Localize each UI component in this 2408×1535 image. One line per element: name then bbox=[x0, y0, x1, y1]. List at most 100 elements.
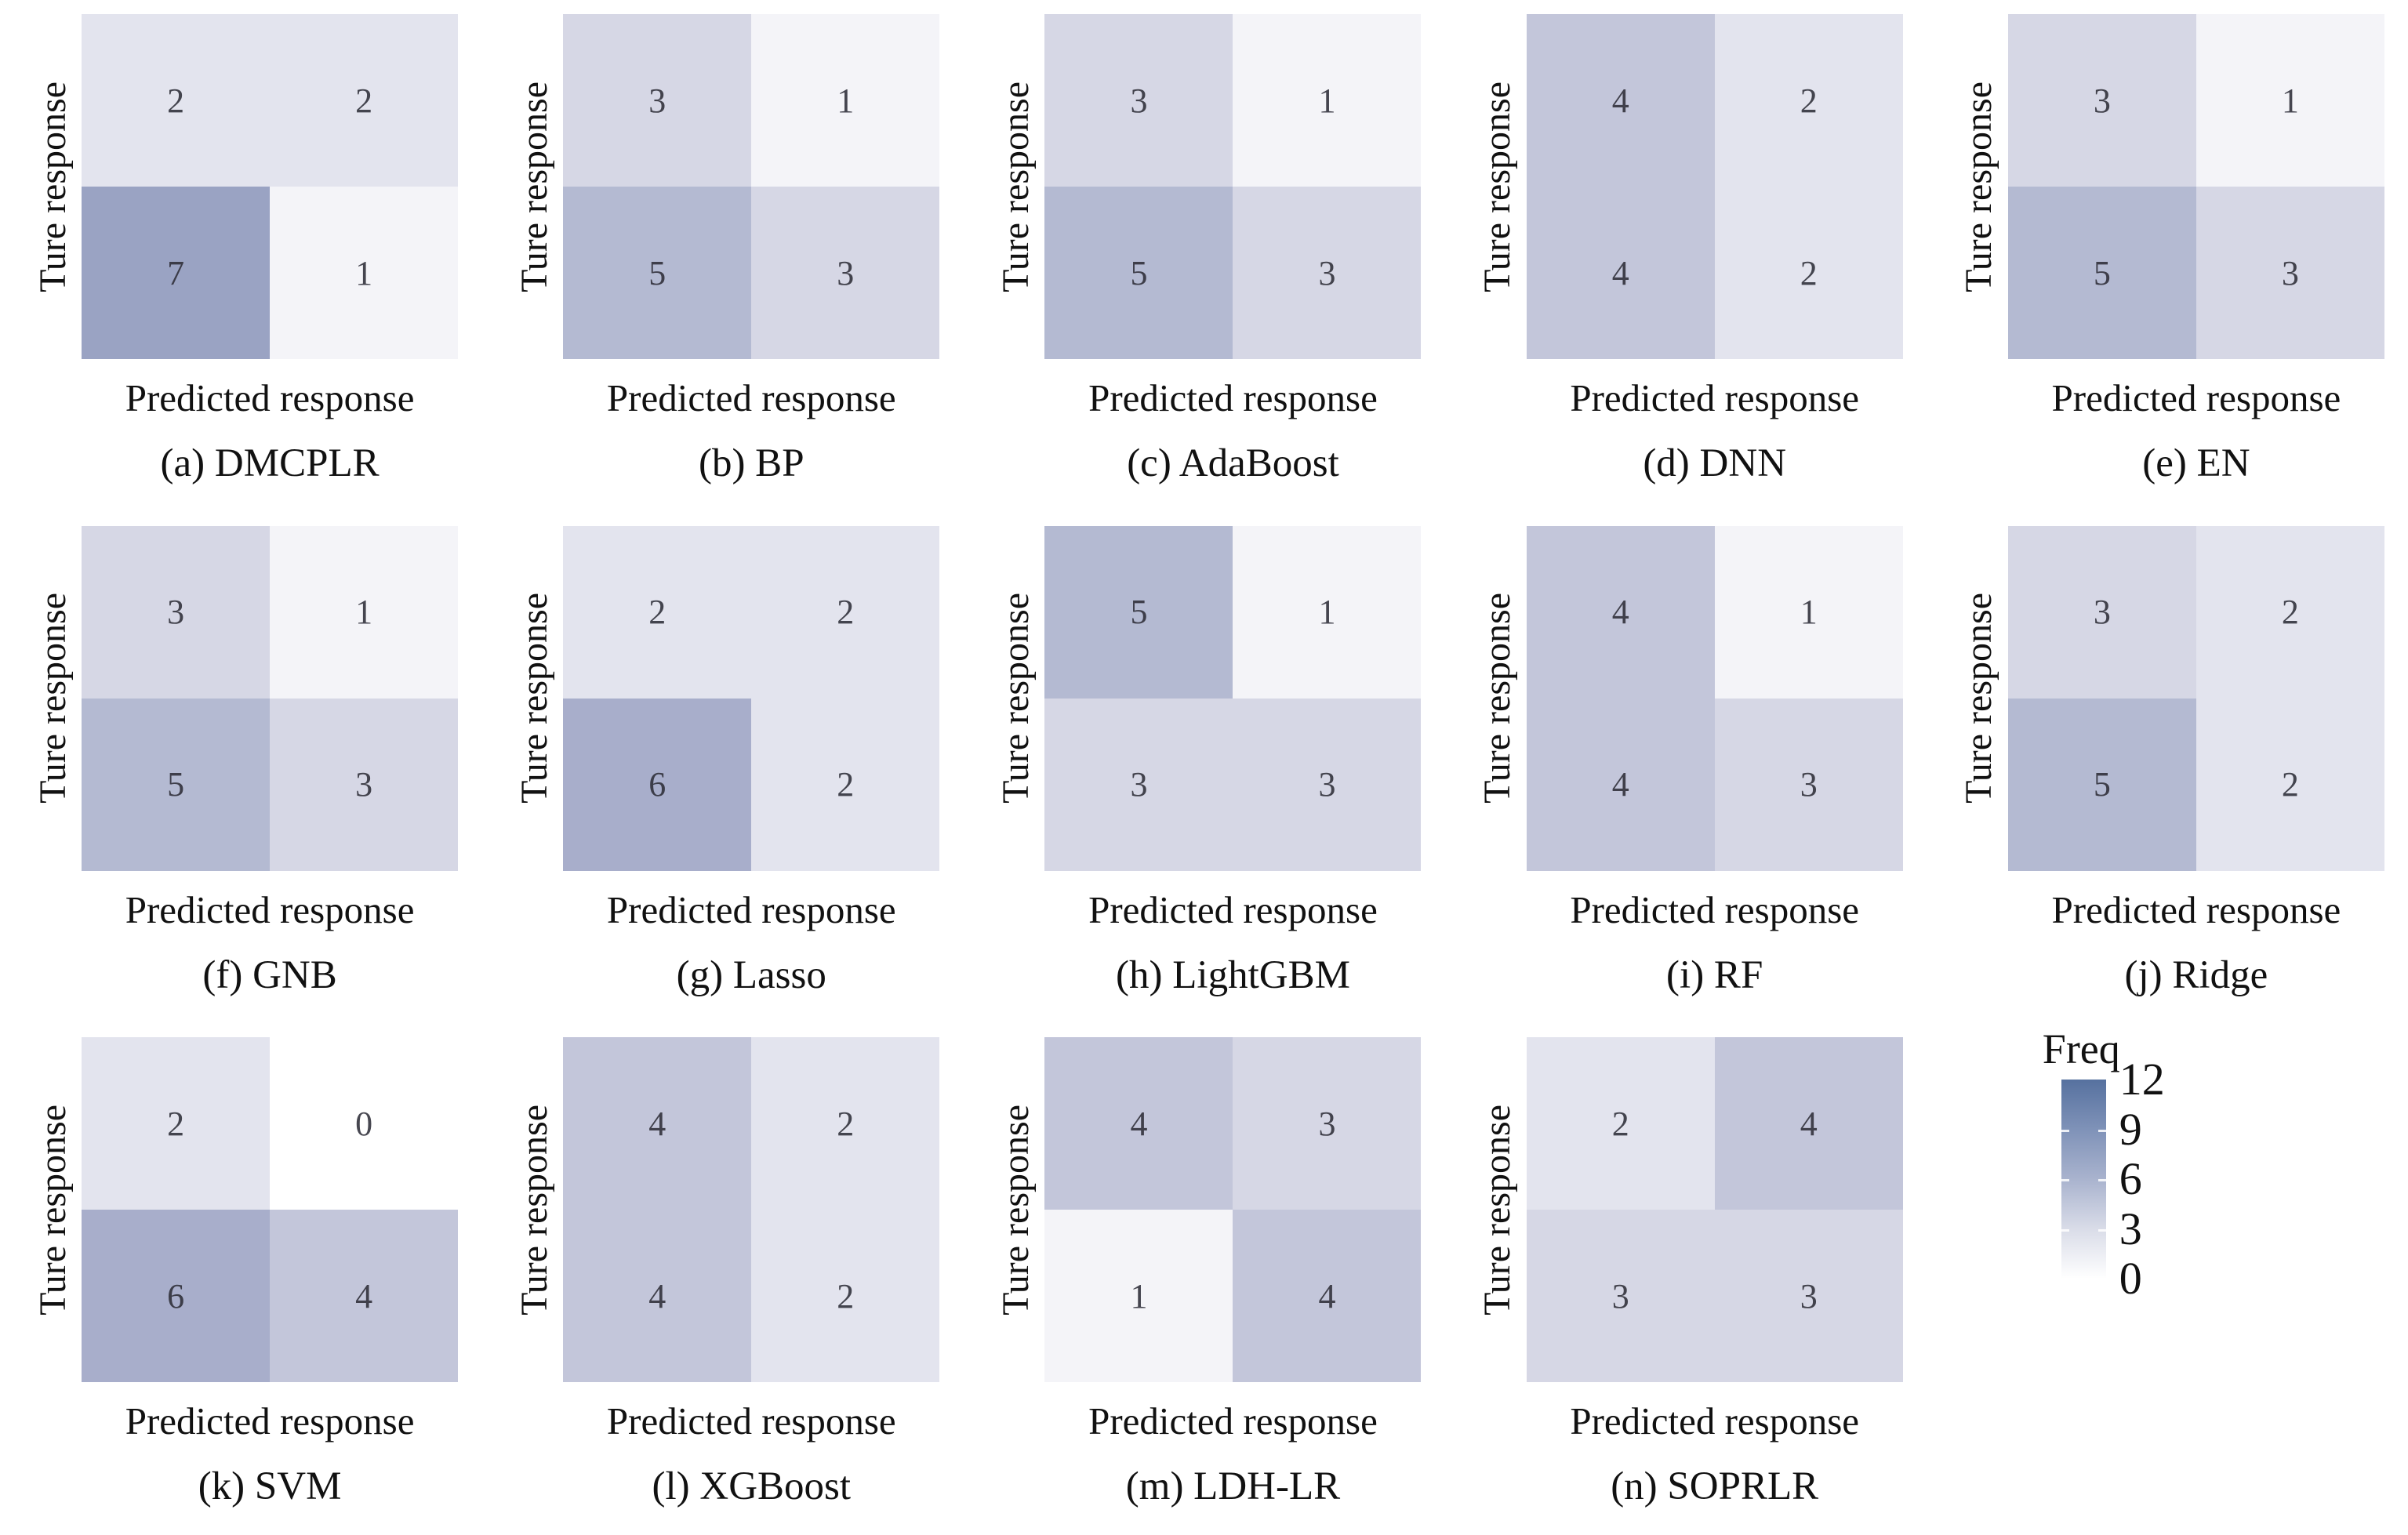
matrix-cell-value: 3 bbox=[1611, 1276, 1629, 1315]
y-axis-label-wrap: Ture response bbox=[24, 14, 82, 359]
matrix-cell-r1c0: 3 bbox=[1044, 698, 1233, 871]
matrix-cell-value: 4 bbox=[648, 1276, 666, 1315]
x-axis-label: Predicted response bbox=[125, 376, 415, 419]
matrix-cell-r1c0: 6 bbox=[563, 698, 752, 871]
matrix-cell-value: 3 bbox=[167, 593, 185, 632]
matrix-cell-value: 3 bbox=[1318, 253, 1336, 292]
matrix-cell-value: 4 bbox=[355, 1276, 373, 1315]
matrix-cell-r1c1: 2 bbox=[2196, 698, 2384, 871]
matrix-cell-value: 5 bbox=[167, 765, 185, 804]
y-axis-label: Ture response bbox=[1958, 81, 2000, 292]
panel-e: Ture response 3 1 5 3 Predicted response (e… bbox=[1927, 0, 2408, 512]
matrix-cell-value: 3 bbox=[2093, 593, 2111, 632]
y-axis-label: Ture response bbox=[994, 81, 1037, 292]
confusion-matrix: 3 2 5 2 bbox=[2007, 525, 2384, 871]
matrix-cell-r1c0: 6 bbox=[82, 1210, 271, 1383]
matrix-cell-value: 4 bbox=[1800, 1104, 1818, 1143]
panel-c: Ture response 3 1 5 3 Predicted response (c… bbox=[963, 0, 1444, 512]
panel-caption: (b) BP bbox=[698, 441, 804, 485]
colorbar-tick-mark bbox=[2061, 1129, 2069, 1132]
matrix-cell-r0c1: 1 bbox=[2196, 14, 2384, 187]
matrix-cell-value: 3 bbox=[1130, 81, 1148, 120]
matrix-cell-r0c0: 2 bbox=[82, 1037, 271, 1210]
matrix-cell-value: 2 bbox=[837, 1276, 855, 1315]
y-axis-label-wrap: Ture response bbox=[24, 526, 82, 871]
matrix-cell-r1c1: 1 bbox=[270, 187, 459, 359]
matrix-cell-value: 4 bbox=[1611, 593, 1629, 632]
matrix-cell-value: 4 bbox=[1318, 1276, 1336, 1315]
matrix-cell-r0c1: 0 bbox=[270, 1037, 459, 1210]
matrix-cell-r0c0: 3 bbox=[1044, 14, 1233, 187]
panel-caption: (l) XGBoost bbox=[652, 1464, 852, 1509]
panel-caption: (j) Ridge bbox=[2124, 953, 2268, 997]
matrix-cell-r1c0: 4 bbox=[563, 1210, 752, 1383]
matrix-cell-r1c1: 2 bbox=[1714, 187, 1903, 359]
y-axis-label-wrap: Ture response bbox=[1469, 14, 1527, 359]
confusion-matrix: 3 1 5 3 bbox=[82, 525, 459, 871]
matrix-cell-r0c1: 1 bbox=[1233, 525, 1422, 699]
confusion-matrix: 4 3 1 4 bbox=[1044, 1037, 1422, 1383]
matrix-cell-value: 3 bbox=[1800, 765, 1818, 804]
matrix-cell-value: 4 bbox=[648, 1104, 666, 1143]
matrix-cell-r0c0: 4 bbox=[1526, 14, 1715, 187]
y-axis-label: Ture response bbox=[513, 1104, 555, 1315]
panel-l: Ture response 4 2 4 2 Predicted response (l… bbox=[481, 1023, 963, 1535]
y-axis-label-wrap: Ture response bbox=[986, 526, 1044, 871]
y-axis-label-wrap: Ture response bbox=[986, 14, 1044, 359]
matrix-cell-value: 0 bbox=[355, 1104, 373, 1143]
matrix-cell-value: 7 bbox=[167, 253, 185, 292]
matrix-cell-r1c0: 5 bbox=[82, 698, 271, 871]
matrix-cell-r0c1: 2 bbox=[751, 1037, 940, 1210]
panel-f: Ture response 3 1 5 3 Predicted response (f… bbox=[0, 512, 481, 1024]
matrix-cell-r1c0: 3 bbox=[1526, 1210, 1715, 1383]
colorbar-title: Freq bbox=[2042, 1025, 2120, 1073]
matrix-cell-value: 1 bbox=[355, 253, 373, 292]
y-axis-label: Ture response bbox=[994, 593, 1037, 804]
confusion-matrix: 3 1 5 3 bbox=[563, 14, 940, 359]
y-axis-label: Ture response bbox=[1476, 81, 1519, 292]
matrix-cell-r0c1: 4 bbox=[1714, 1037, 1903, 1210]
matrix-cell-value: 5 bbox=[2093, 253, 2111, 292]
matrix-cell-r1c0: 5 bbox=[563, 187, 752, 359]
matrix-cell-r0c1: 1 bbox=[1233, 14, 1422, 187]
matrix-cell-value: 2 bbox=[837, 593, 855, 632]
matrix-cell-r0c1: 2 bbox=[1714, 14, 1903, 187]
matrix-cell-value: 4 bbox=[1611, 253, 1629, 292]
x-axis-label: Predicted response bbox=[606, 376, 896, 419]
x-axis-label: Predicted response bbox=[1570, 887, 1860, 931]
matrix-cell-value: 3 bbox=[1800, 1276, 1818, 1315]
y-axis-label-wrap: Ture response bbox=[24, 1037, 82, 1382]
matrix-cell-value: 1 bbox=[1318, 81, 1336, 120]
panel-caption: (k) SVM bbox=[198, 1464, 342, 1509]
matrix-cell-value: 2 bbox=[167, 81, 185, 120]
panel-m: Ture response 4 3 1 4 Predicted response (m… bbox=[963, 1023, 1444, 1535]
panel-g: Ture response 2 2 6 2 Predicted response (g… bbox=[481, 512, 963, 1024]
x-axis-label: Predicted response bbox=[1088, 376, 1378, 419]
matrix-cell-value: 4 bbox=[1611, 765, 1629, 804]
colorbar-tick-mark bbox=[2097, 1129, 2106, 1132]
matrix-cell-r1c1: 3 bbox=[270, 698, 459, 871]
matrix-cell-r0c0: 3 bbox=[2007, 525, 2196, 699]
matrix-cell-r0c1: 2 bbox=[751, 525, 940, 699]
confusion-matrix: 5 1 3 3 bbox=[1044, 525, 1422, 871]
matrix-cell-r0c0: 4 bbox=[1044, 1037, 1233, 1210]
matrix-cell-r0c0: 3 bbox=[82, 525, 271, 699]
matrix-cell-value: 3 bbox=[2281, 253, 2299, 292]
matrix-cell-r1c1: 4 bbox=[1233, 1210, 1422, 1383]
y-axis-label: Ture response bbox=[1958, 593, 2000, 804]
y-axis-label: Ture response bbox=[513, 593, 555, 804]
panel-j: Ture response 3 2 5 2 Predicted response (j… bbox=[1927, 512, 2408, 1024]
y-axis-label: Ture response bbox=[1476, 593, 1519, 804]
panel-d: Ture response 4 2 4 2 Predicted response (d… bbox=[1445, 0, 1927, 512]
panel-b: Ture response 3 1 5 3 Predicted response (b… bbox=[481, 0, 963, 512]
y-axis-label-wrap: Ture response bbox=[1950, 14, 2008, 359]
confusion-matrix: 3 1 5 3 bbox=[1044, 14, 1422, 359]
matrix-cell-r0c1: 1 bbox=[270, 525, 459, 699]
matrix-cell-r1c1: 3 bbox=[2196, 187, 2384, 359]
panel-h: Ture response 5 1 3 3 Predicted response (h… bbox=[963, 512, 1444, 1024]
y-axis-label-wrap: Ture response bbox=[1469, 1037, 1527, 1382]
matrix-cell-value: 1 bbox=[355, 593, 373, 632]
confusion-matrix: 2 2 7 1 bbox=[82, 14, 459, 359]
